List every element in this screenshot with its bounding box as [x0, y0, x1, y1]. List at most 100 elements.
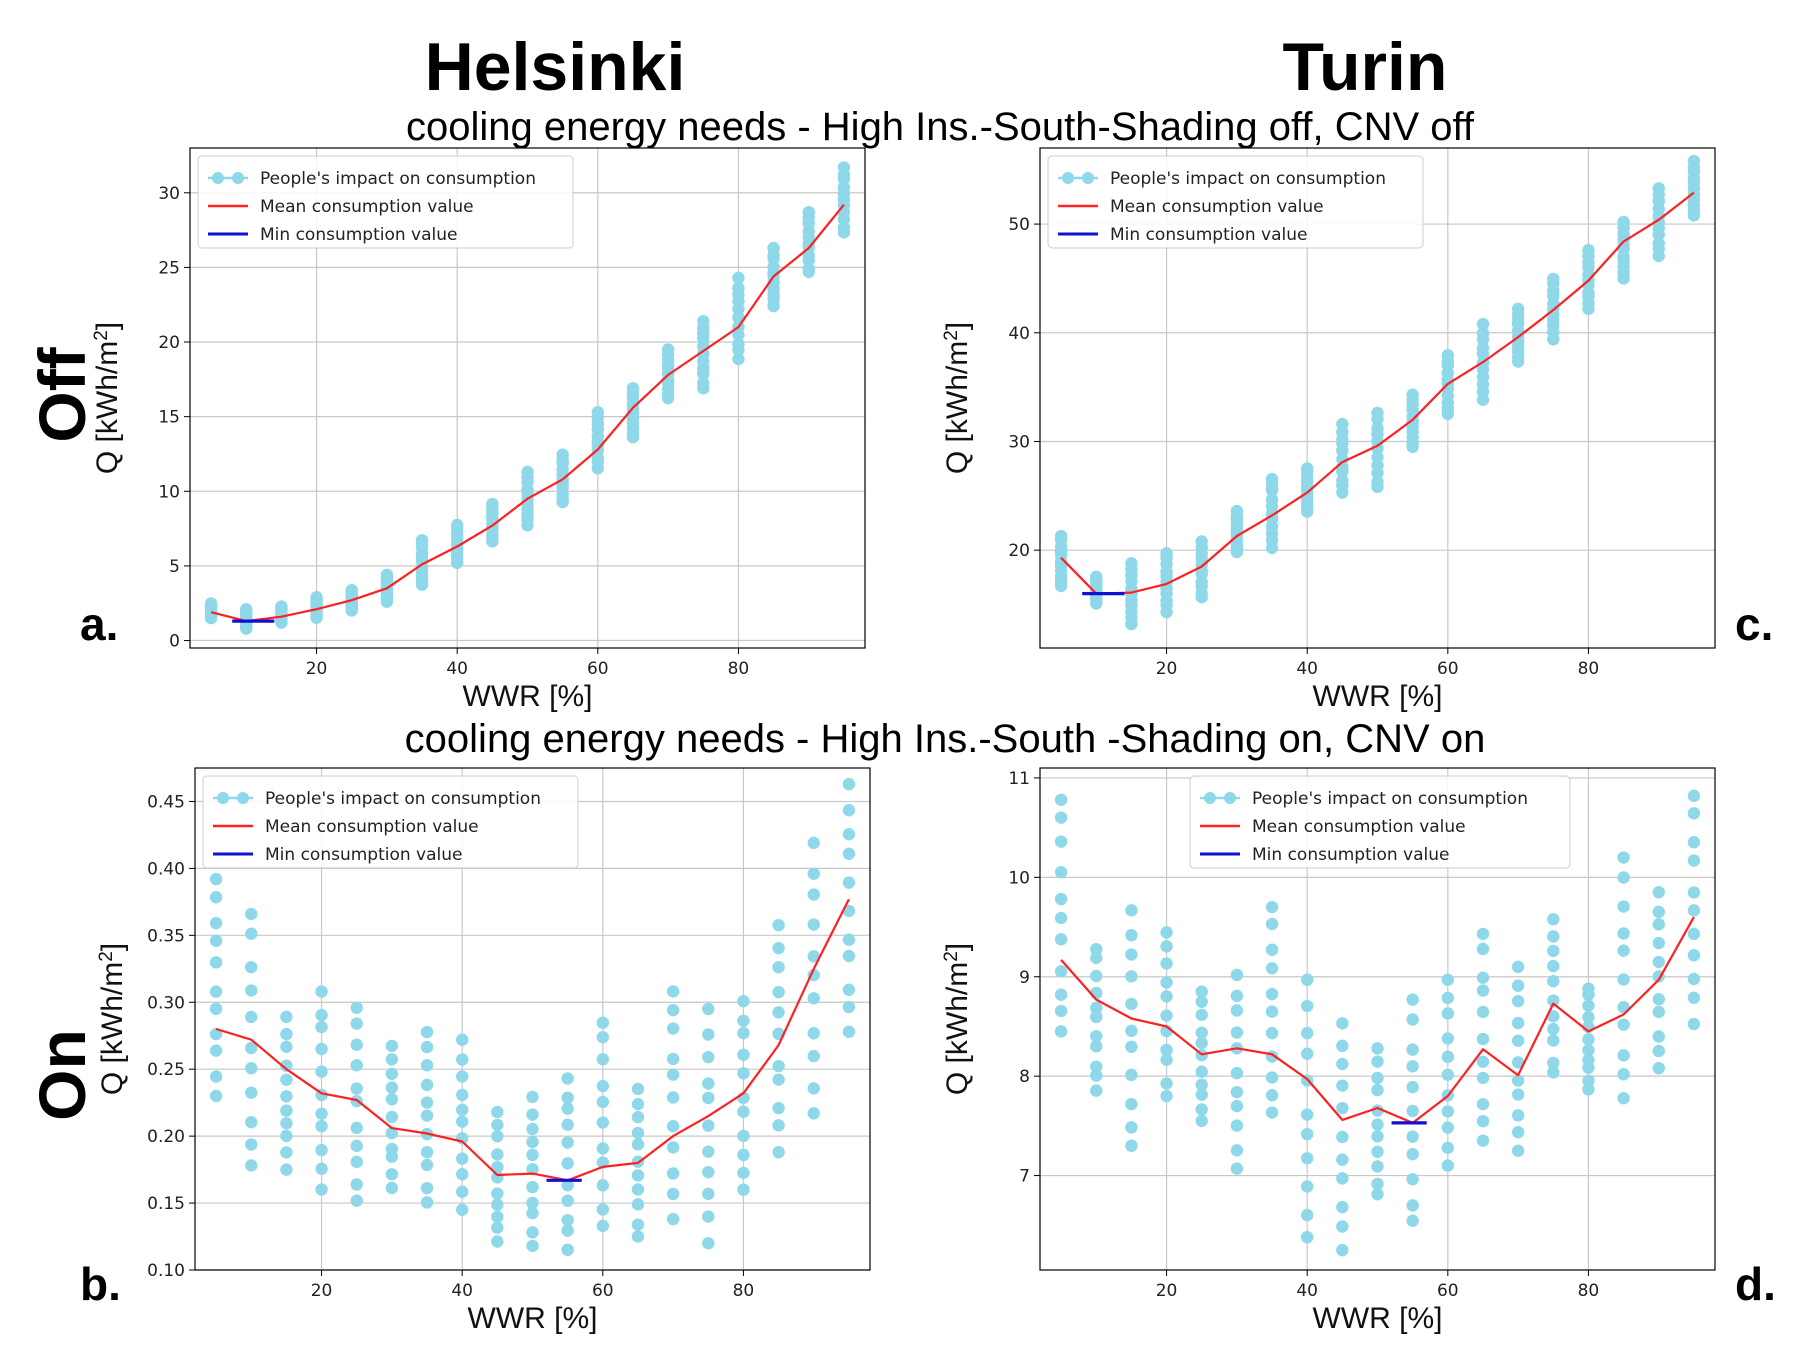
scatter-point — [666, 1052, 680, 1066]
scatter-point — [1511, 1056, 1525, 1069]
scatter-point — [1371, 1177, 1384, 1191]
scatter-point — [280, 1117, 293, 1130]
scatter-point — [807, 1107, 820, 1120]
scatter-point — [1441, 1068, 1455, 1081]
scatter-point — [1230, 1144, 1244, 1157]
scatter-point — [1687, 904, 1701, 917]
scatter-point — [702, 1165, 715, 1179]
scatter-point — [1406, 1080, 1419, 1094]
scatter-point — [1476, 1097, 1490, 1111]
legend-scatter-marker — [237, 792, 249, 804]
scatter-point — [1441, 1007, 1455, 1020]
scatter-point — [350, 1017, 363, 1030]
scatter-point — [772, 1059, 785, 1073]
scatter-point — [245, 927, 258, 940]
scatter-point — [1195, 1008, 1208, 1022]
scatter-point — [350, 1001, 363, 1014]
scatter-point — [596, 1179, 610, 1192]
scatter-point — [1336, 453, 1349, 466]
scatter-point — [842, 1000, 856, 1014]
scatter-point — [596, 1079, 610, 1093]
scatter-point — [1406, 1214, 1419, 1227]
scatter-point — [491, 1160, 504, 1174]
scatter-point — [1406, 1148, 1419, 1161]
x-tick-label: 20 — [311, 1281, 333, 1301]
scatter-point — [1054, 1004, 1068, 1018]
scatter-point — [1511, 1034, 1525, 1047]
scatter-point — [1547, 913, 1560, 926]
scatter-point — [737, 1166, 750, 1180]
scatter-point — [526, 1122, 539, 1136]
scatter-point — [491, 1235, 504, 1248]
scatter-point — [697, 376, 710, 390]
scatter-point — [385, 1067, 399, 1080]
scatter-point — [245, 1116, 258, 1129]
scatter-point — [1195, 1065, 1208, 1078]
scatter-point — [280, 1090, 293, 1103]
scatter-point — [737, 995, 750, 1008]
legend-box — [202, 775, 579, 869]
scatter-point — [1300, 1230, 1314, 1244]
scatter-point — [596, 1219, 610, 1233]
scatter-point — [1230, 1085, 1244, 1099]
scatter-point — [245, 1062, 258, 1075]
scatter-point — [1687, 789, 1701, 803]
scatter-point — [1547, 1010, 1560, 1023]
y-axis-label: Q [kWh/m2] — [941, 322, 974, 474]
scatter-point — [310, 591, 323, 604]
scatter-point — [1406, 1013, 1419, 1026]
scatter-point — [1617, 973, 1630, 986]
scatter-point — [1230, 989, 1244, 1003]
scatter-point — [245, 960, 258, 974]
y-tick-label: 7 — [1019, 1167, 1030, 1187]
scatter-point — [491, 1105, 504, 1119]
mean-consumption-line — [1060, 916, 1695, 1125]
scatter-point — [737, 1129, 750, 1143]
scatter-point — [1125, 904, 1138, 917]
scatter-point — [1265, 472, 1279, 486]
y-axis-label: Q [kWh/m2] — [91, 322, 124, 474]
scatter-point — [1547, 974, 1560, 988]
scatter-point — [1125, 1097, 1138, 1111]
scatter-point — [350, 1194, 363, 1207]
scatter-point — [702, 1050, 715, 1064]
x-tick-label: 40 — [1296, 659, 1318, 679]
scatter-point — [1336, 417, 1349, 431]
y-tick-label: 20 — [1008, 541, 1030, 561]
scatter-point — [1371, 475, 1384, 489]
scatter-point — [631, 1230, 645, 1243]
scatter-point — [455, 1103, 469, 1117]
scatter-point — [455, 1053, 469, 1066]
legend-entry: Mean consumption value — [1110, 197, 1324, 217]
scatter-point — [1511, 1016, 1525, 1030]
scatter-point — [315, 1183, 328, 1196]
scatter-point — [1090, 969, 1103, 983]
scatter-point — [1090, 1010, 1103, 1024]
scatter-point — [1300, 973, 1314, 986]
scatter-point — [1125, 1139, 1138, 1152]
scatter-point — [1160, 926, 1173, 939]
scatter-point — [1582, 1074, 1595, 1087]
scatter-point — [1054, 1025, 1068, 1038]
scatter-point — [1125, 1040, 1138, 1054]
scatter-point — [350, 1121, 363, 1135]
suptitle-top: cooling energy needs - High Ins.-South-S… — [406, 105, 1475, 149]
legend-entry: Min consumption value — [260, 225, 457, 245]
scatter-point — [1371, 1160, 1384, 1173]
y-tick-label: 0.25 — [147, 1060, 185, 1080]
scatter-point — [1230, 504, 1244, 518]
y-axis-label: Q [kWh/m2] — [96, 943, 129, 1095]
scatter-point — [631, 1169, 645, 1182]
scatter-point — [737, 1014, 750, 1027]
scatter-point — [631, 1082, 645, 1096]
scatter-point — [245, 1086, 258, 1099]
scatter-point — [631, 1110, 645, 1124]
scatter-point — [1265, 987, 1279, 1001]
scatter-point — [666, 1167, 680, 1180]
scatter-point — [596, 1116, 610, 1129]
scatter-point — [385, 1110, 399, 1124]
y-axis-label: Q [kWh/m2] — [941, 943, 974, 1095]
scatter-point — [732, 271, 745, 285]
scatter-point — [1300, 1127, 1314, 1141]
scatter-point — [1687, 972, 1701, 986]
